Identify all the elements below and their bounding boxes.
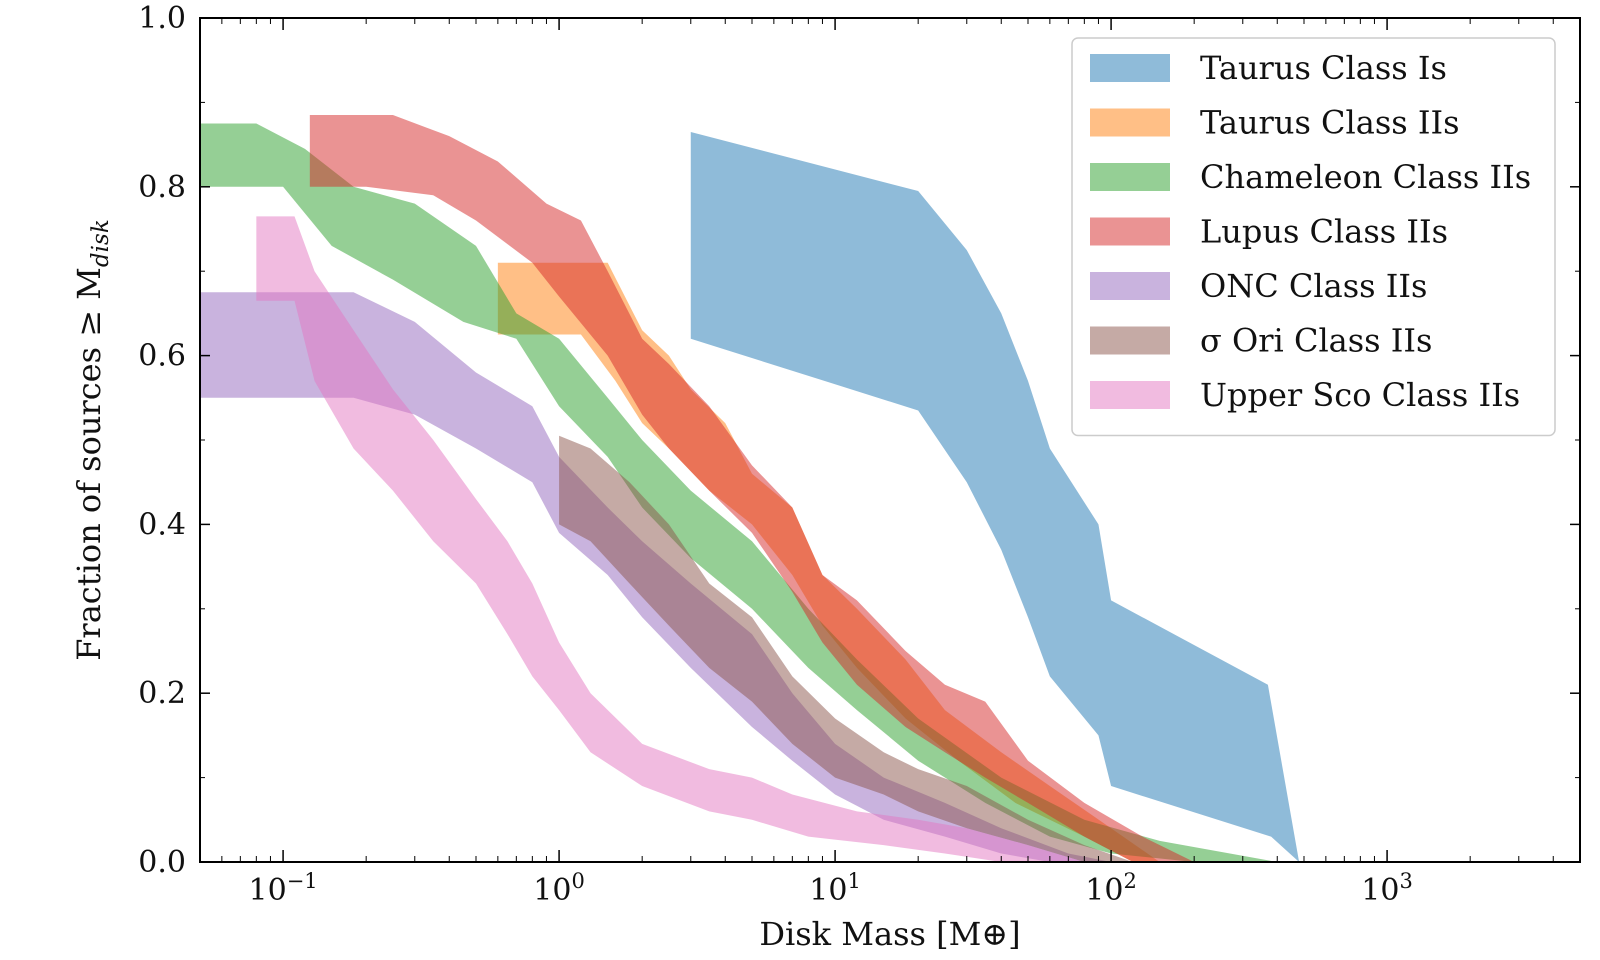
x-tick-label-2: 101 <box>809 869 861 908</box>
y-tick-label-0: 0.0 <box>138 845 186 880</box>
legend-swatch-5 <box>1090 326 1170 355</box>
y-tick-label-1: 0.2 <box>138 676 186 711</box>
y-axis-label: Fraction of sources ≥ Mdisk <box>70 219 114 661</box>
series-band-2 <box>200 123 1278 862</box>
y-tick-label-5: 1.0 <box>138 1 186 36</box>
legend-swatch-0 <box>1090 54 1170 82</box>
legend-swatch-6 <box>1090 381 1170 409</box>
x-tick-label-0: 10−1 <box>249 869 318 908</box>
legend-swatch-2 <box>1090 163 1170 191</box>
x-tick-label-1: 100 <box>533 869 585 908</box>
y-tick-label-4: 0.8 <box>138 170 186 205</box>
legend-label-4: ONC Class IIs <box>1200 267 1427 305</box>
legend-label-3: Lupus Class IIs <box>1200 213 1448 251</box>
legend-label-1: Taurus Class IIs <box>1200 104 1460 142</box>
x-axis-label: Disk Mass [M⊕] <box>759 915 1020 953</box>
legend-frame <box>1071 37 1556 437</box>
legend-label-6: Upper Sco Class IIs <box>1200 376 1520 414</box>
legend-items: Taurus Class Is Taurus Class IIs Chameleon… <box>1090 49 1531 414</box>
series-band-3 <box>309 115 1195 862</box>
legend-swatch-3 <box>1090 217 1170 246</box>
x-tick-label-4: 103 <box>1361 869 1413 908</box>
x-tick-label-3: 102 <box>1085 869 1137 908</box>
legend-swatch-1 <box>1090 108 1170 137</box>
legend-swatch-4 <box>1090 272 1170 300</box>
legend: Taurus Class Is Taurus Class IIs Chameleon… <box>1071 37 1556 437</box>
ticks-layer: 0.0 0.2 0.4 0.6 0.8 1.0 10−1 100 101 102 103 <box>138 1 1580 908</box>
series-band-5 <box>559 435 1133 862</box>
series-layer <box>200 115 1300 863</box>
series-band-0 <box>690 131 1300 862</box>
legend-label-5: σ Ori Class IIs <box>1200 322 1432 360</box>
y-tick-label-2: 0.4 <box>138 507 186 542</box>
y-tick-label-3: 0.6 <box>138 339 186 374</box>
legend-label-0: Taurus Class Is <box>1200 49 1447 87</box>
legend-label-2: Chameleon Class IIs <box>1200 158 1531 196</box>
